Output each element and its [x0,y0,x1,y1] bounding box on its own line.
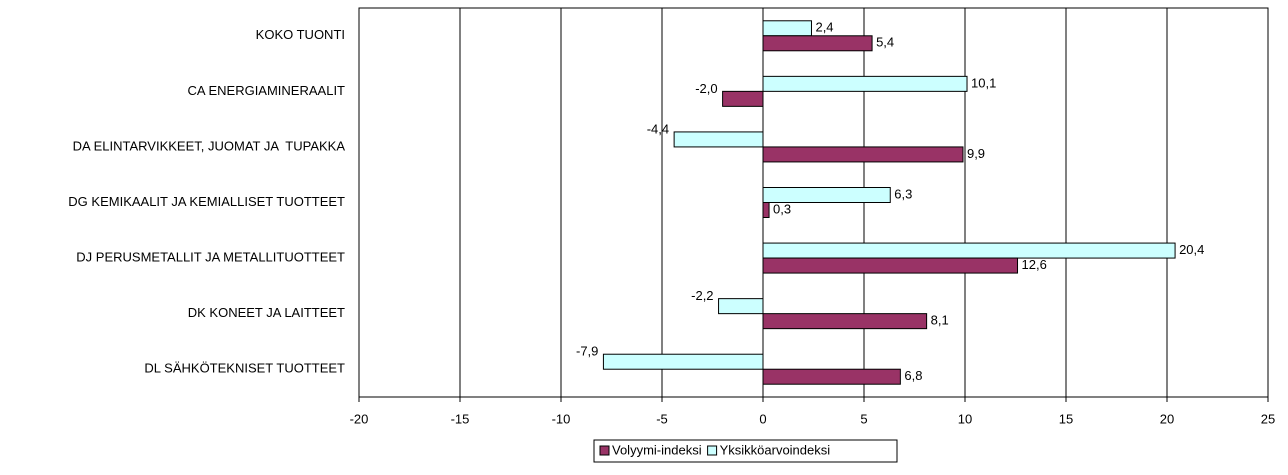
data-label: 0,3 [773,201,791,216]
legend-box [593,439,898,463]
data-label: 2,4 [815,20,833,35]
category-label: CA ENERGIAMINERAALIT [188,83,346,98]
category-label: KOKO TUONTI [256,27,345,42]
data-label: 9,9 [967,146,985,161]
data-label: 8,1 [931,313,949,328]
bar [762,202,770,218]
category-label: DK KONEET JA LAITTEET [188,305,345,320]
bar [602,353,764,370]
bar [762,368,901,385]
data-label: -7,9 [576,344,598,359]
category-label: DL SÄHKÖTEKNISET TUOTTEET [144,361,345,376]
bar [673,131,764,148]
data-label: 10,1 [971,75,996,90]
legend-swatch [599,445,610,456]
x-tick-label: 20 [1160,411,1174,426]
bar [718,298,764,315]
data-label: 12,6 [1022,257,1047,272]
x-tick-label: 25 [1261,411,1275,426]
data-label: 6,8 [904,368,922,383]
x-tick-label: 10 [958,411,972,426]
bar [762,242,1176,259]
x-tick-label: -20 [350,411,369,426]
bar [762,35,873,52]
legend-swatch [707,445,718,456]
data-label: 6,3 [894,186,912,201]
bar [762,257,1019,274]
bar [762,75,968,92]
bar [722,90,764,107]
bar [762,187,891,203]
x-tick-label: -15 [451,411,470,426]
category-label: DJ PERUSMETALLIT JA METALLITUOTTEET [76,250,345,265]
x-tick-label: 0 [759,411,766,426]
category-label: DG KEMIKAALIT JA KEMIALLISET TUOTTEET [68,194,345,209]
category-label: DA ELINTARVIKKEET, JUOMAT JA TUPAKKA [73,138,346,153]
data-label: -4,4 [647,121,669,136]
bar [762,146,964,163]
data-label: 5,4 [876,35,894,50]
bar [762,20,812,37]
x-tick-label: 5 [860,411,867,426]
bar [762,313,928,330]
legend-label: Volyymi-indeksi [612,442,702,457]
x-tick-label: -10 [552,411,571,426]
data-label: 20,4 [1179,242,1204,257]
data-label: -2,0 [695,81,717,96]
x-tick-label: 15 [1059,411,1073,426]
data-label: -2,2 [691,288,713,303]
x-tick-label: -5 [656,411,668,426]
legend-label: Yksikköarvoindeksi [720,442,831,457]
